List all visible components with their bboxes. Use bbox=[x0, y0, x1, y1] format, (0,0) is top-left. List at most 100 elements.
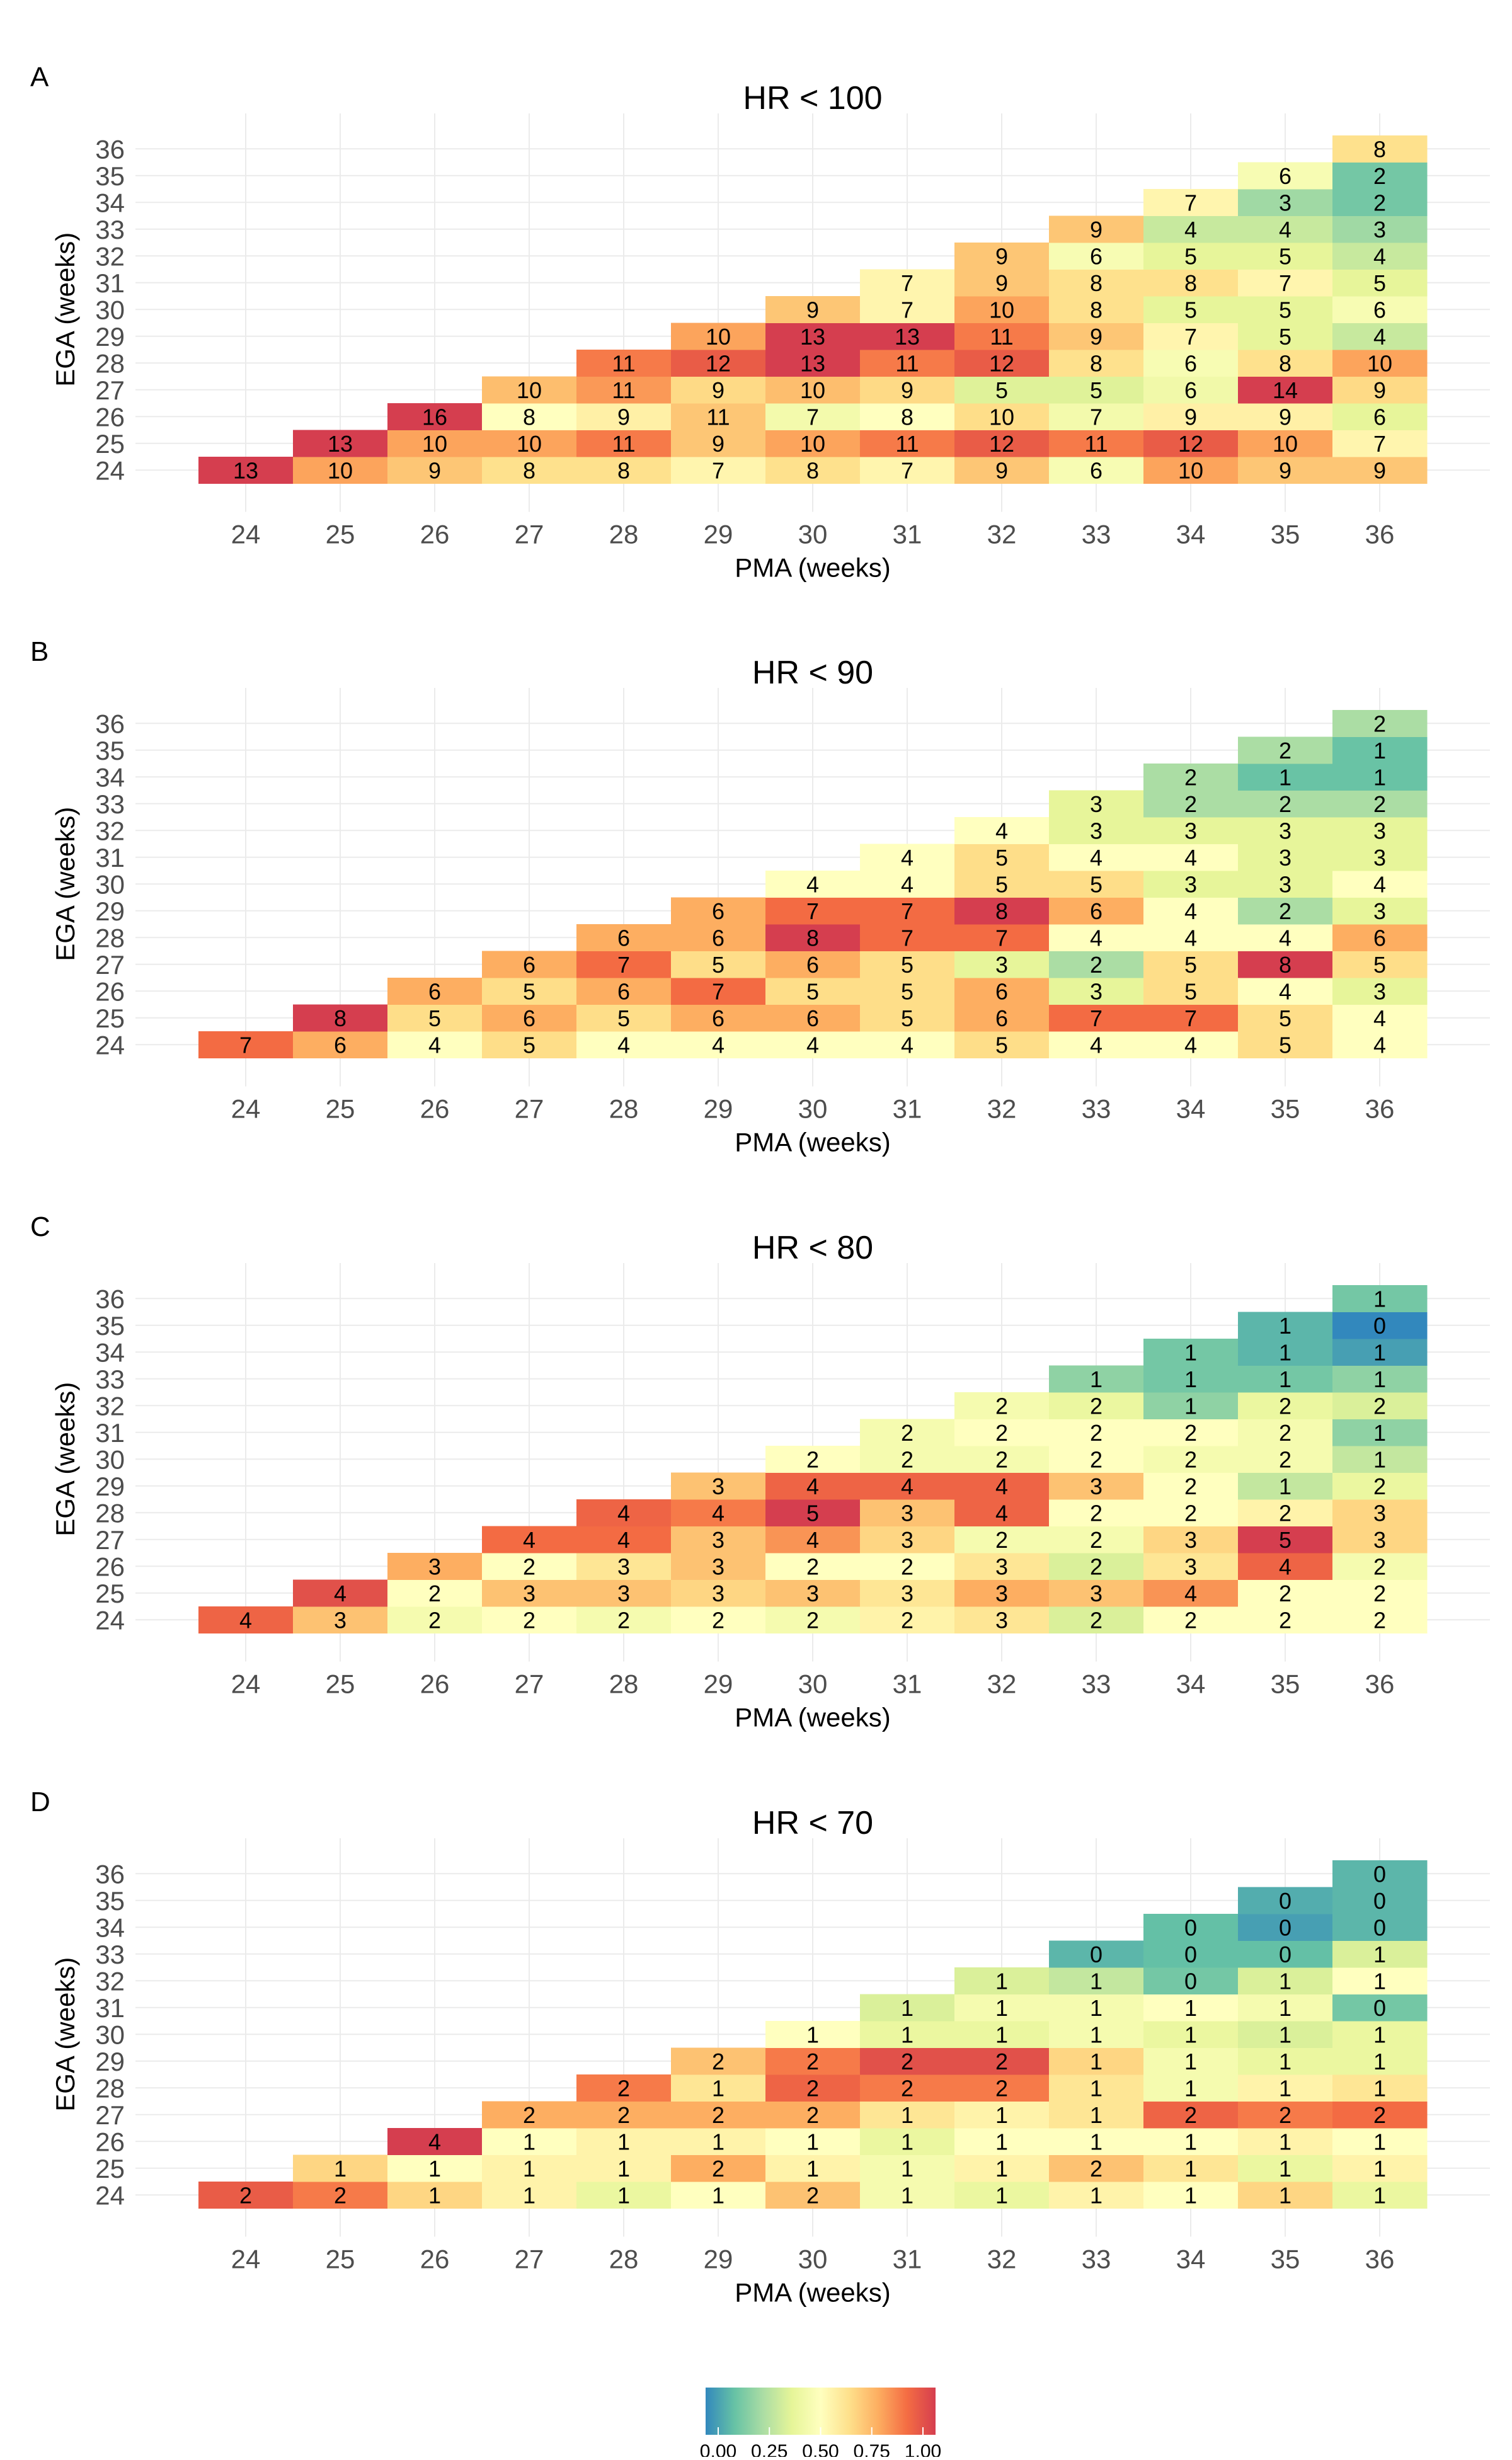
heatmap-cell bbox=[1332, 2128, 1428, 2155]
cell-count-label: 1 bbox=[1090, 2022, 1102, 2047]
cell-count-label: 1 bbox=[1279, 1313, 1292, 1339]
heatmap-cell bbox=[671, 457, 766, 484]
y-tick-label: 27 bbox=[95, 1525, 125, 1555]
cell-count-label: 1 bbox=[995, 1995, 1008, 2021]
cell-count-label: 4 bbox=[712, 1032, 724, 1058]
cell-count-label: 1 bbox=[1279, 2022, 1292, 2047]
cell-count-label: 2 bbox=[523, 1553, 536, 1579]
heatmap-cell bbox=[1332, 1339, 1428, 1366]
cell-count-label: 10 bbox=[706, 324, 731, 350]
cell-count-label: 4 bbox=[334, 1581, 346, 1606]
cell-count-label: 8 bbox=[1090, 270, 1102, 296]
cell-count-label: 13 bbox=[800, 350, 825, 376]
cell-count-label: 4 bbox=[1279, 217, 1292, 243]
y-tick-label: 24 bbox=[95, 1030, 125, 1060]
cell-count-label: 12 bbox=[989, 350, 1014, 376]
heatmap-cell bbox=[198, 457, 294, 484]
cell-count-label: 5 bbox=[1279, 297, 1292, 323]
heatmap-cell bbox=[1143, 1339, 1239, 1366]
y-axis-label: EGA (weeks) bbox=[50, 1957, 80, 2112]
heatmap-cell bbox=[1332, 376, 1428, 404]
heatmap-cell bbox=[1049, 951, 1144, 978]
y-tick-label: 36 bbox=[95, 134, 125, 164]
cell-count-label: 2 bbox=[1090, 1446, 1102, 1472]
cell-count-label: 9 bbox=[1279, 457, 1292, 483]
cell-count-label: 8 bbox=[806, 457, 819, 483]
panel-letter: D bbox=[30, 1787, 50, 1817]
heatmap-cell bbox=[198, 2182, 294, 2209]
cell-count-label: 3 bbox=[1090, 818, 1102, 844]
heatmap-cell bbox=[482, 403, 577, 430]
heatmap-cell bbox=[1238, 2154, 1333, 2182]
x-tick-label: 35 bbox=[1271, 520, 1300, 549]
heatmap-cell bbox=[482, 1579, 577, 1607]
cell-count-label: 9 bbox=[712, 431, 724, 457]
cell-count-label: 4 bbox=[1373, 1032, 1386, 1058]
heatmap-cell bbox=[671, 978, 766, 1005]
heatmap-cell bbox=[482, 2128, 577, 2155]
cell-count-label: 0 bbox=[1373, 1861, 1386, 1887]
panel-letter: A bbox=[30, 62, 49, 93]
cell-count-label: 2 bbox=[1090, 1393, 1102, 1419]
heatmap-cell bbox=[671, 2182, 766, 2209]
cell-count-label: 3 bbox=[806, 1581, 819, 1606]
heatmap-cell bbox=[671, 1031, 766, 1058]
heatmap-cell bbox=[1238, 457, 1333, 484]
heatmap-cell bbox=[1238, 1967, 1333, 1994]
x-tick-label: 32 bbox=[987, 1094, 1017, 1124]
cell-count-label: 5 bbox=[1373, 270, 1386, 296]
heatmap-cell bbox=[765, 376, 861, 404]
heatmap-cell bbox=[1143, 430, 1239, 457]
cell-count-label: 10 bbox=[1367, 350, 1392, 376]
heatmap-cell bbox=[765, 1031, 861, 1058]
heatmap-cell bbox=[954, 897, 1050, 925]
heatmap-cell bbox=[954, 2101, 1050, 2129]
heatmap-cell bbox=[1049, 1940, 1144, 1968]
heatmap-cell bbox=[387, 1579, 483, 1607]
cell-count-label: 1 bbox=[1090, 1366, 1102, 1392]
heatmap-cell bbox=[954, 1392, 1050, 1419]
cell-count-label: 13 bbox=[233, 457, 258, 483]
x-tick-label: 28 bbox=[609, 2245, 639, 2274]
heatmap-cell bbox=[1143, 817, 1239, 844]
cell-count-label: 7 bbox=[712, 457, 724, 483]
cell-count-label: 11 bbox=[612, 350, 635, 376]
x-tick-label: 25 bbox=[326, 520, 355, 549]
heatmap-cell bbox=[576, 2128, 672, 2155]
x-tick-label: 27 bbox=[515, 1094, 544, 1124]
heatmap-cell bbox=[860, 296, 955, 323]
y-tick-label: 32 bbox=[95, 816, 125, 845]
heatmap-cell bbox=[576, 1526, 672, 1553]
cell-count-label: 1 bbox=[712, 2129, 724, 2154]
cell-count-label: 5 bbox=[901, 978, 914, 1004]
cell-count-label: 9 bbox=[1373, 457, 1386, 483]
cell-count-label: 7 bbox=[1184, 190, 1197, 215]
heatmap-cell bbox=[1238, 2182, 1333, 2209]
y-axis-label: EGA (weeks) bbox=[50, 807, 80, 961]
heatmap-cell bbox=[765, 897, 861, 925]
cell-count-label: 4 bbox=[901, 871, 914, 897]
heatmap-cell bbox=[954, 296, 1050, 323]
cell-count-label: 2 bbox=[712, 1607, 724, 1633]
cell-count-label: 4 bbox=[806, 871, 819, 897]
heatmap-cell bbox=[1332, 817, 1428, 844]
cell-count-label: 9 bbox=[1279, 404, 1292, 430]
heatmap-cell bbox=[576, 1606, 672, 1633]
heatmap-cell bbox=[1238, 2074, 1333, 2102]
heatmap-cell bbox=[1238, 403, 1333, 430]
cell-count-label: 1 bbox=[901, 2022, 914, 2047]
cell-count-label: 1 bbox=[806, 2156, 819, 2182]
heatmap-cell bbox=[671, 897, 766, 925]
heatmap-cell bbox=[576, 2182, 672, 2209]
heatmap-cell bbox=[1143, 1579, 1239, 1607]
cell-count-label: 3 bbox=[1373, 978, 1386, 1004]
heatmap-cell bbox=[765, 350, 861, 377]
cell-count-label: 4 bbox=[901, 1032, 914, 1058]
heatmap-cell bbox=[860, 1553, 955, 1580]
heatmap-cell bbox=[1238, 430, 1333, 457]
panel-D: DHR < 702 2 1 1 1 1 2 1 1 1 1 1 11 1 1 1 2 1 1 1 2 1 1 14 1 1 1 1 1 1… bbox=[30, 1787, 1490, 2308]
heatmap-cell bbox=[482, 2154, 577, 2182]
cell-count-label: 4 bbox=[712, 1500, 724, 1526]
cell-count-label: 2 bbox=[1373, 1607, 1386, 1633]
